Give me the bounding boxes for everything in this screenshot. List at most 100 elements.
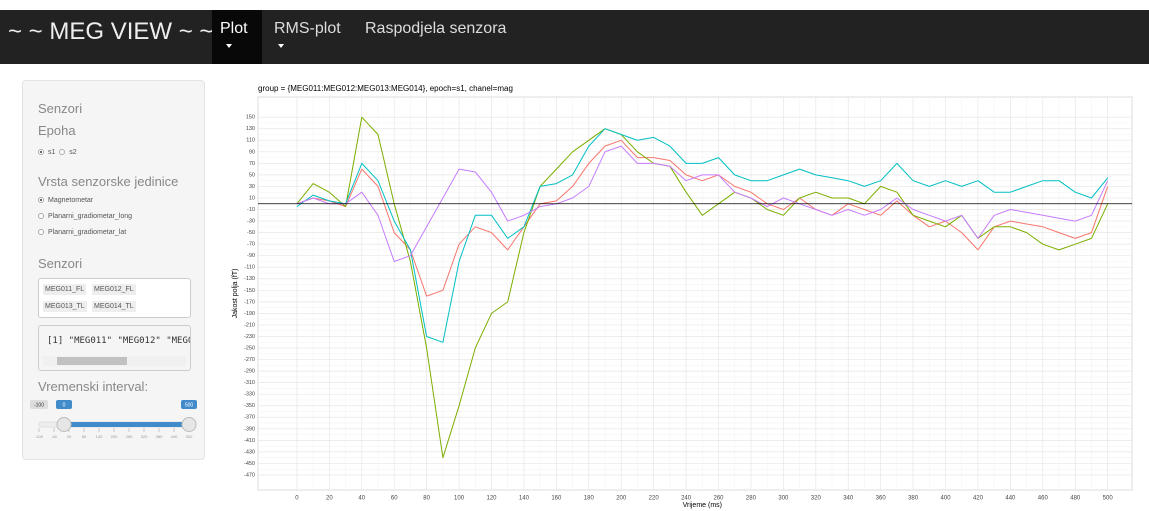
radio-option[interactable]: Planarni_gradiometar_long [38,213,132,220]
x-tick-label: 140 [519,496,530,502]
radio[interactable] [38,229,44,236]
tab-label[interactable]: Plot [220,20,248,37]
slider-handle[interactable] [181,417,197,432]
caret [226,44,232,48]
x-tick-label: 100 [454,496,465,502]
y-tick-label: -350 [244,403,255,409]
y-tick-label: -210 [244,322,255,328]
x-tick-label: 300 [778,496,789,502]
scroll-thumb[interactable] [57,357,127,365]
x-tick-label: 380 [908,496,919,502]
x-axis-label: Vrijeme (ms) [683,502,722,509]
x-tick-label: 460 [1038,496,1049,502]
slider-min-label: -100 [34,402,44,408]
chip[interactable]: MEG012_FL [92,284,136,295]
radio[interactable] [59,149,66,156]
radio[interactable] [38,197,44,204]
y-tick-label: -450 [244,461,255,467]
x-tick-label: 160 [551,496,562,502]
x-tick-label: 360 [876,496,887,502]
x-tick-label: 220 [649,496,660,502]
radio-label[interactable]: Planarni_gradiometar_lat [48,229,127,236]
y-tick-label: -330 [244,392,255,398]
series-line [296,128,1109,343]
slider-bar [64,422,189,427]
y-tick-label: 70 [249,161,255,167]
radio[interactable] [38,213,44,220]
slider-tick-label: 260 [126,434,133,439]
radio-label[interactable]: Magnetometar [48,197,94,204]
tab[interactable]: RMS-plot [266,10,349,64]
radio-label[interactable]: s1 [48,149,56,156]
slider-tick-label: 20 [67,434,72,439]
x-tick-label: 320 [811,496,822,502]
tab-label[interactable]: RMS-plot [274,20,341,37]
y-tick-label: -10 [247,207,255,213]
slider-value-label: 0 [63,402,66,408]
label: Epoha [38,123,76,138]
y-tick-label: -410 [244,438,255,444]
x-tick-label: 0 [295,496,299,502]
slider-handle[interactable] [56,417,72,432]
slider[interactable]: -100 -40 20 80 140 200 260 320 380 440 500 -100 0 500 [29,399,199,449]
plot-area [257,96,1133,491]
x-tick-label: 80 [423,496,430,502]
y-tick-label: -250 [244,345,255,351]
y-tick-label: -470 [244,472,255,478]
y-tick-label: 130 [246,126,255,132]
select-input[interactable]: MEG011_FL MEG012_FL MEG013_TL MEG014_TL [38,278,191,318]
chip[interactable]: MEG011_FL [43,284,87,295]
radio-label[interactable]: Planarni_gradiometar_long [48,213,133,220]
y-tick-label: -70 [247,242,255,248]
slider-tick-label: 500 [186,434,193,439]
chart: group = {MEG011:MEG012:MEG013:MEG014}, e… [232,84,1133,509]
chart-title: group = {MEG011:MEG012:MEG013:MEG014}, e… [258,84,513,93]
slider-min-box [30,400,48,409]
y-tick-label: -50 [247,230,255,236]
slider-tick-label: 320 [141,434,148,439]
y-tick-label: -170 [244,299,255,305]
x-tick-label: 340 [843,496,854,502]
slider-tick-label: 380 [156,434,163,439]
label: Vrsta senzorske jedinice [38,174,179,189]
y-tick-label: -230 [244,334,255,340]
y-tick-label: -110 [244,265,255,271]
y-tick-label: -290 [244,369,255,375]
x-tick-label: 240 [681,496,692,502]
y-tick-label: -190 [244,311,255,317]
tab-label[interactable]: Raspodjela senzora [365,20,507,37]
x-tick-label: 280 [746,496,757,502]
x-tick-label: 420 [973,496,984,502]
x-tick-label: 40 [358,496,365,502]
chip[interactable]: MEG014_TL [92,301,136,312]
slider-value-box [181,400,197,409]
radio[interactable] [38,149,44,156]
tab[interactable]: Raspodjela senzora [357,10,514,64]
y-tick-label: -430 [244,449,255,455]
y-tick-label: 50 [249,172,255,178]
slider-value-box [56,400,72,409]
scrollbar[interactable] [43,356,186,366]
slider-value-label: 500 [185,402,194,408]
chip[interactable]: MEG013_TL [43,301,87,312]
radio-option[interactable]: Planarni_gradiometar_lat [38,229,126,236]
slider-tick-label: -40 [51,434,58,439]
x-tick-label: 60 [391,496,398,502]
y-tick-label: -270 [244,357,255,363]
x-tick-label: 200 [616,496,627,502]
radio-option[interactable]: Magnetometar [38,197,93,204]
x-tick-label: 440 [1005,496,1016,502]
series-line [296,139,1109,297]
x-tick-label: 500 [1103,496,1114,502]
radio-label[interactable]: s2 [69,149,77,156]
y-tick-label: 150 [246,115,255,121]
slider-tick-label: -100 [35,434,44,439]
y-tick-label: 90 [249,149,255,155]
heading: Senzori [38,101,83,116]
y-tick-label: 110 [246,138,255,144]
label: Senzori [38,256,83,271]
tab[interactable]: Plot [212,10,262,64]
brand[interactable]: ~ ~ MEG VIEW ~ ~ [8,18,214,45]
slider-tick-label: 440 [171,434,178,439]
